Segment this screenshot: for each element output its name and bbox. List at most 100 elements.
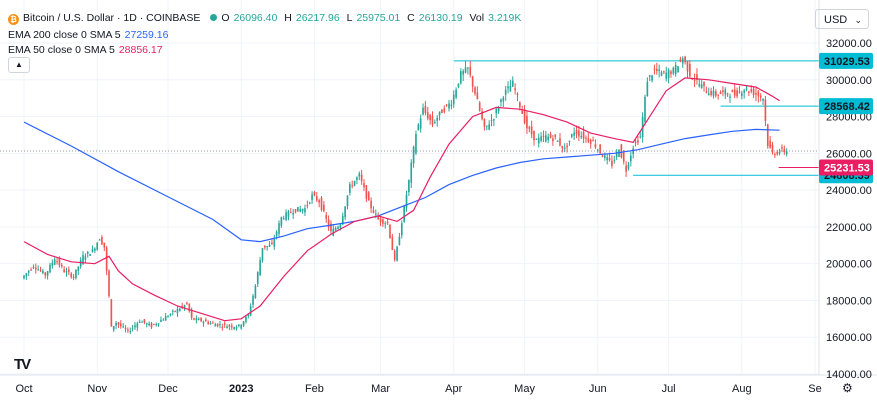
candle	[627, 162, 630, 171]
tradingview-logo[interactable]: TV	[14, 356, 31, 373]
candle-body	[426, 112, 429, 119]
candle	[171, 309, 174, 316]
candle-body	[249, 306, 252, 316]
candle	[320, 196, 323, 212]
gear-icon[interactable]: ⚙	[842, 381, 853, 395]
candle-body	[261, 248, 264, 261]
candle-body	[330, 223, 332, 232]
candle-body	[271, 242, 273, 244]
candle-body	[752, 88, 755, 96]
candle	[233, 326, 235, 331]
candle-body	[632, 148, 635, 155]
candle-body	[351, 185, 354, 187]
candle	[389, 224, 391, 239]
candle-body	[119, 323, 122, 327]
candle-body	[60, 264, 63, 267]
time-axis[interactable]: Oct Nov Dec 2023 Feb Mar Apr May Jun Jul Aug Se	[15, 383, 821, 395]
candle-body	[521, 110, 524, 114]
candle-body	[415, 134, 417, 154]
candle-body	[419, 118, 422, 129]
candle	[785, 148, 788, 157]
candle-body	[202, 321, 205, 324]
candle-body	[313, 191, 316, 196]
candle-body	[193, 318, 195, 320]
candle-body	[63, 269, 65, 273]
current-price-tag: 25231.53	[824, 162, 870, 174]
candle	[743, 88, 745, 99]
candle-body	[129, 331, 132, 333]
candle-body	[526, 115, 528, 129]
candle-body	[382, 219, 384, 224]
price-axis[interactable]: 14000.00 16000.00 18000.00 20000.00 22000.00…	[826, 38, 872, 381]
candle-body	[500, 99, 502, 102]
candle	[89, 253, 91, 256]
candle-body	[672, 67, 675, 74]
candle-body	[764, 99, 767, 122]
candle	[252, 294, 254, 309]
candle	[86, 250, 89, 258]
candle	[181, 302, 184, 310]
candle-body	[497, 107, 500, 112]
symbol-legend[interactable]: ₿ Bitcoin / U.S. Dollar · 1D · COINBASE O 2…	[8, 12, 525, 25]
candle-body	[686, 61, 689, 72]
candle	[164, 312, 167, 321]
candle-body	[136, 323, 139, 328]
candle	[570, 133, 573, 139]
candle	[153, 323, 155, 326]
candle	[299, 205, 302, 213]
candle	[615, 149, 618, 161]
candle-body	[259, 260, 261, 276]
candle	[681, 56, 684, 68]
candle	[358, 171, 361, 180]
candle-body	[219, 324, 221, 326]
ema50-legend[interactable]: EMA 50 close 0 SMA 5 28856.17	[8, 44, 167, 56]
currency-select[interactable]: USD ⌄	[815, 9, 869, 29]
candle-body	[653, 68, 656, 70]
candle-body	[238, 324, 240, 327]
candle-body	[459, 71, 462, 84]
open-value: 26096.40	[233, 12, 278, 24]
candle-body	[693, 79, 696, 81]
candle	[722, 86, 724, 97]
candle	[230, 323, 233, 331]
candle	[575, 125, 578, 139]
candle	[762, 98, 764, 106]
candle-body	[448, 103, 450, 109]
candle	[684, 55, 686, 65]
candle-body	[311, 194, 313, 200]
candle	[204, 317, 207, 322]
candle	[651, 74, 653, 83]
candle-body	[212, 322, 214, 324]
candle-body	[655, 69, 658, 72]
candle	[698, 78, 701, 88]
candle	[315, 191, 318, 203]
candle-body	[46, 271, 49, 276]
candle	[776, 149, 779, 156]
candle-body	[566, 145, 568, 148]
candle	[197, 317, 200, 321]
candle	[344, 206, 346, 221]
candle	[731, 89, 734, 93]
candle-body	[315, 196, 318, 201]
x-tick-label: Nov	[87, 383, 107, 395]
candle-body	[30, 269, 32, 271]
candle	[403, 204, 405, 223]
candle-body	[476, 92, 479, 100]
collapse-legend-button[interactable]: ▲	[8, 57, 30, 73]
candle	[105, 245, 108, 276]
candle-body	[332, 228, 335, 236]
candle-body	[299, 208, 302, 212]
candle-body	[51, 262, 54, 266]
candle	[306, 200, 309, 209]
candle-body	[542, 135, 545, 137]
candle-body	[34, 267, 37, 270]
candle-body	[103, 242, 106, 248]
x-tick-label: Feb	[305, 383, 324, 395]
ema200-legend[interactable]: EMA 200 close 0 SMA 5 27259.16	[8, 29, 172, 41]
currency-label: USD	[824, 14, 848, 26]
candle	[53, 257, 56, 266]
candle	[226, 324, 228, 329]
candle-body	[485, 125, 488, 127]
